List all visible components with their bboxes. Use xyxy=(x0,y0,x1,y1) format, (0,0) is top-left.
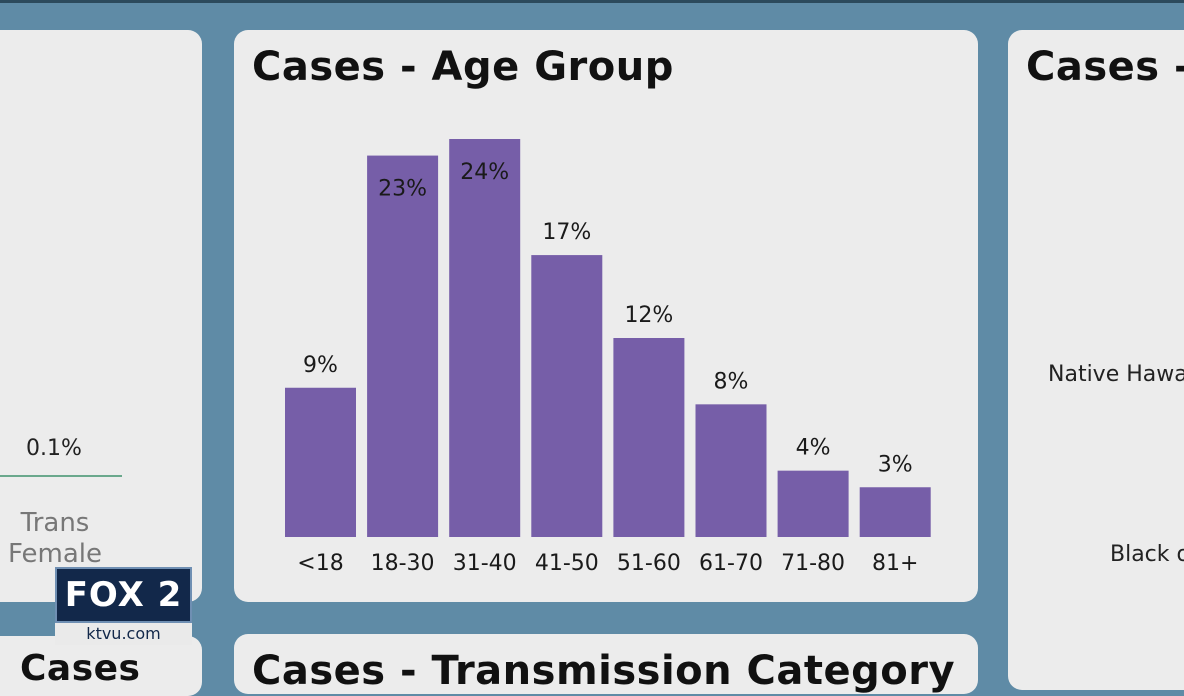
bar-31-40 xyxy=(449,139,521,537)
right-panel-label: Black o xyxy=(1110,542,1184,567)
age-group-panel: Cases - Age Group 9% <18 23% 18-30 24% 31-40 1… xyxy=(234,30,978,602)
category-label: <18 xyxy=(297,551,343,576)
category-label: 81+ xyxy=(872,551,918,576)
transmission-panel: Cases - Transmission Category xyxy=(234,634,978,694)
category-label: 51-60 xyxy=(617,551,681,576)
category-label: 61-70 xyxy=(699,551,763,576)
data-label: 8% xyxy=(714,369,749,394)
top-strip xyxy=(0,0,1184,3)
left-panel-value: 0.1% xyxy=(26,436,82,461)
category-label: 18-30 xyxy=(371,551,435,576)
right-panel-title: Cases - R xyxy=(1026,44,1184,90)
bar-18-30 xyxy=(367,155,439,537)
bar-41-50 xyxy=(531,255,603,538)
data-label: 12% xyxy=(624,303,673,328)
fox2-logo: FOX 2 ktvu.com xyxy=(55,567,192,647)
age-group-bar-chart: 9% <18 23% 18-30 24% 31-40 17% 41-50 12% 51-60 8% 6… xyxy=(285,139,931,576)
logo-site: ktvu.com xyxy=(55,623,192,645)
data-label: 4% xyxy=(796,436,831,461)
data-label: 17% xyxy=(542,220,591,245)
logo-brand: FOX 2 xyxy=(55,567,192,623)
right-panel: Cases - R Native Hawa Black o xyxy=(1008,30,1184,690)
category-label: 71-80 xyxy=(781,551,845,576)
bar-81+ xyxy=(859,487,931,537)
category-label: 41-50 xyxy=(535,551,599,576)
bar-<18 xyxy=(285,387,356,537)
left-panel-label: Trans Female xyxy=(7,508,102,570)
chart-title: Cases - Age Group xyxy=(252,44,674,90)
bar-71-80 xyxy=(777,470,849,537)
left-panel: 0.1% Trans Female xyxy=(0,30,202,602)
data-label: 24% xyxy=(460,160,509,185)
data-label: 23% xyxy=(378,177,427,202)
data-label: 9% xyxy=(303,353,338,378)
bottom-left-title: Cases xyxy=(20,648,141,689)
left-panel-bar xyxy=(0,475,122,477)
data-label: 3% xyxy=(878,452,913,477)
category-label: 31-40 xyxy=(453,551,517,576)
bar-61-70 xyxy=(695,404,767,537)
bar-51-60 xyxy=(613,338,685,537)
transmission-title: Cases - Transmission Category xyxy=(252,648,956,694)
right-panel-label: Native Hawa xyxy=(1048,362,1184,387)
